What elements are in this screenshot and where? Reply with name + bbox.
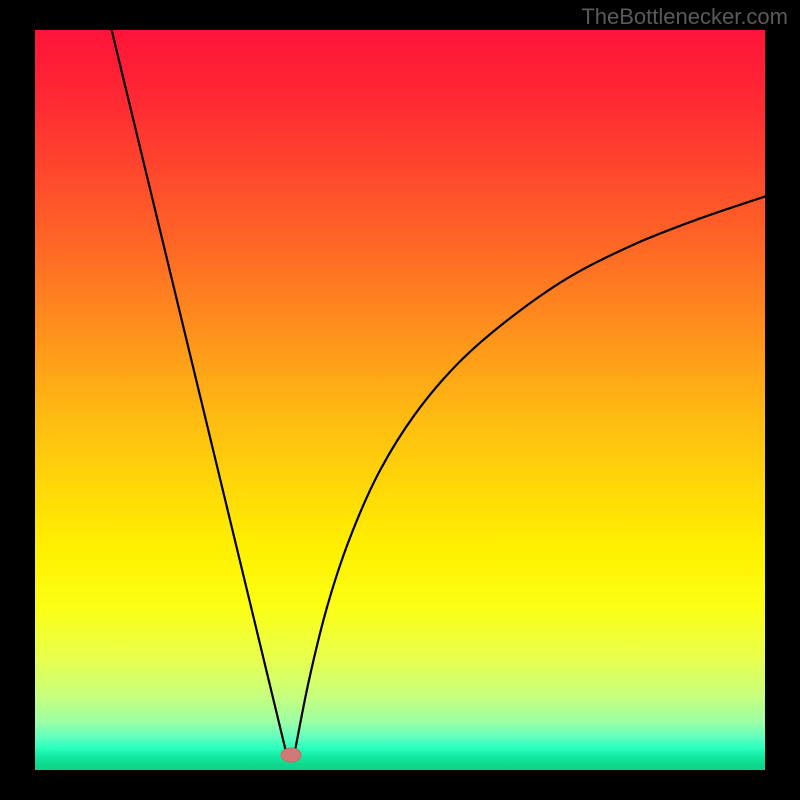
watermark-text: TheBottlenecker.com	[581, 4, 788, 30]
chart-root: TheBottlenecker.com	[0, 0, 800, 800]
optimal-point-ellipse	[281, 748, 301, 762]
curve-path	[112, 30, 765, 755]
plot-area	[35, 30, 765, 770]
optimal-point-marker	[279, 746, 303, 764]
bottleneck-curve	[35, 30, 765, 770]
